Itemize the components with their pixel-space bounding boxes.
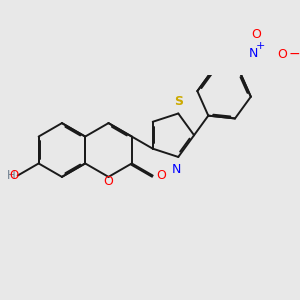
Text: O: O (251, 28, 261, 41)
Text: O: O (278, 47, 287, 61)
Text: S: S (174, 94, 183, 108)
Text: O: O (156, 169, 166, 182)
Text: −: − (288, 47, 300, 61)
Text: O: O (9, 169, 18, 182)
Text: H: H (7, 169, 16, 182)
Text: N: N (172, 163, 182, 176)
Text: N: N (249, 47, 258, 60)
Text: +: + (255, 40, 265, 51)
Text: O: O (103, 175, 113, 188)
